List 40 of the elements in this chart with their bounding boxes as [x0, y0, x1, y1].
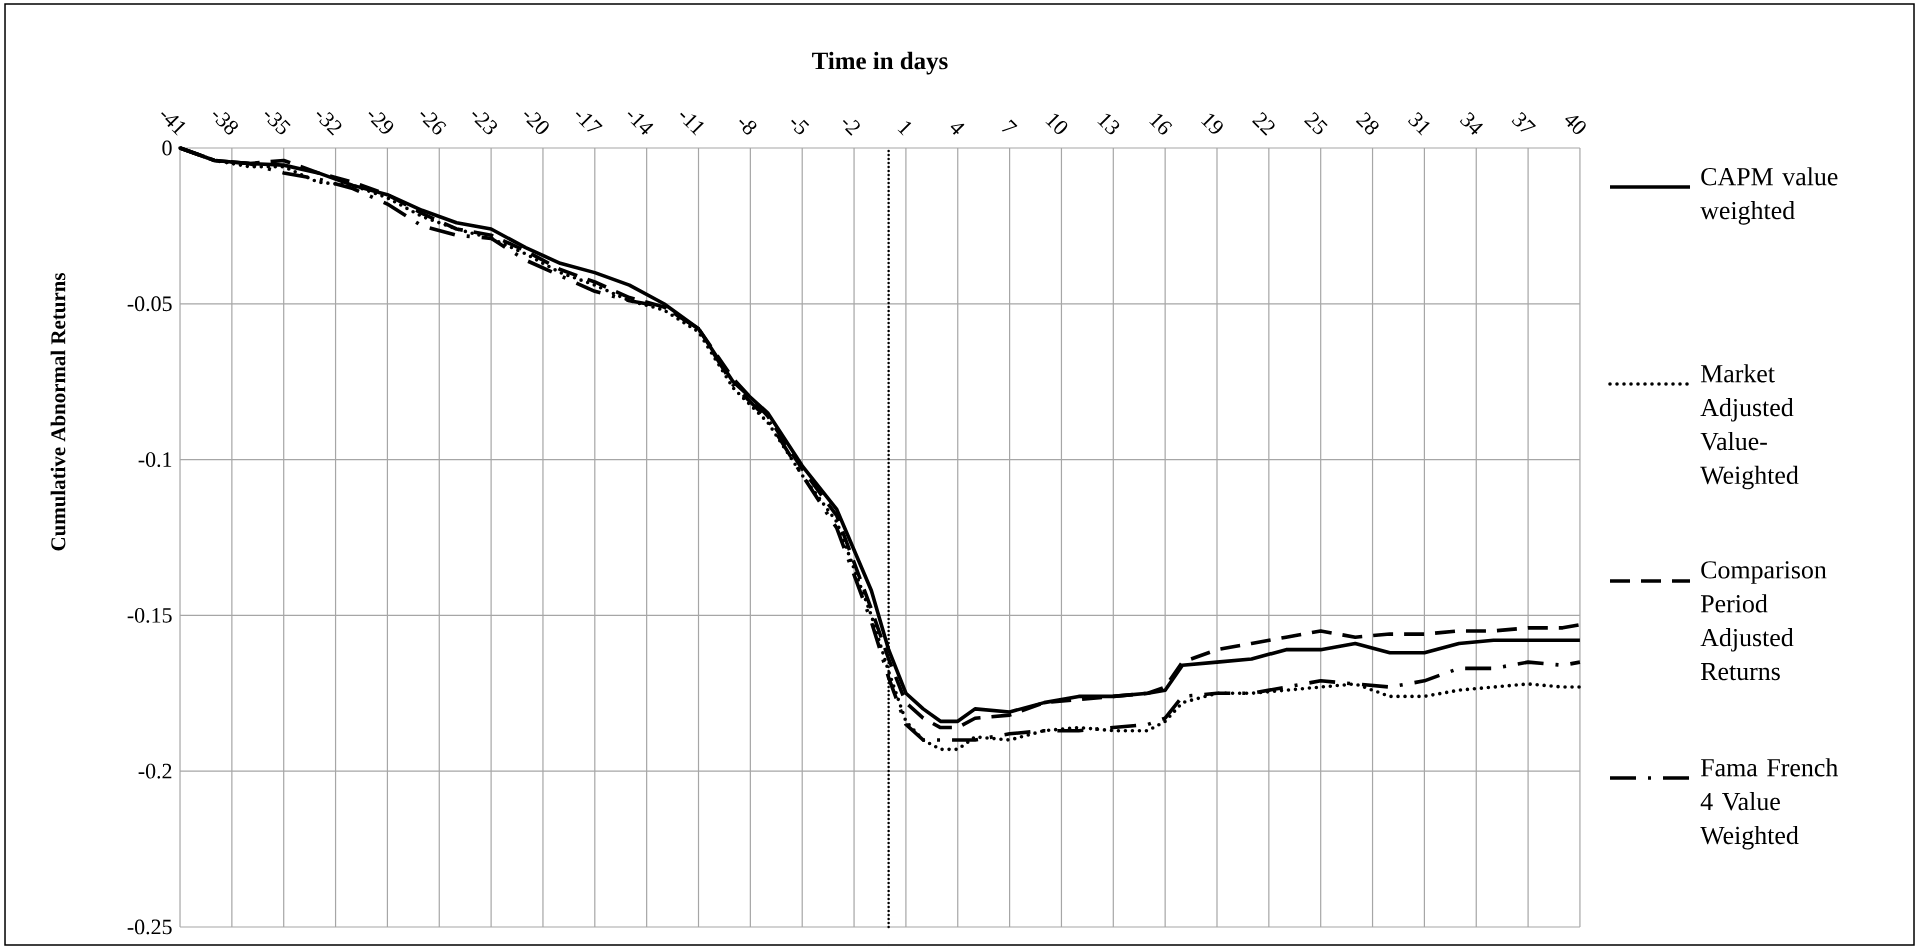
- x-tick-label: -29: [368, 112, 394, 134]
- x-tick-label: 22: [1252, 112, 1275, 136]
- x-tick-label: 31: [1408, 112, 1430, 136]
- x-tick-label: -8: [739, 119, 757, 135]
- y-tick-label: -0.1: [138, 452, 172, 468]
- x-tick-label: 1: [897, 121, 912, 136]
- y-tick-label: -0.15: [127, 607, 172, 623]
- x-tick-label: -38: [212, 112, 238, 135]
- x-tick-label: -41: [161, 112, 186, 136]
- legend-label: Comparison Period Adjusted Returns: [1700, 561, 1827, 681]
- x-tick-label: -17: [575, 112, 603, 132]
- x-tick-label: 40: [1565, 116, 1586, 134]
- x-tick-label: 28: [1355, 112, 1379, 135]
- legend-label: Fama French 4 Value Weighted: [1700, 758, 1838, 850]
- x-tick-label: -20: [524, 112, 549, 134]
- legend-label: CAPM value weighted: [1700, 167, 1838, 225]
- x-tick-label: 25: [1304, 112, 1328, 135]
- x-tick-label: 37: [1511, 112, 1536, 132]
- x-tick-label: -2: [842, 119, 860, 136]
- x-tick-label: 10: [1045, 113, 1068, 134]
- x-axis-title: Time in days: [812, 51, 948, 75]
- x-tick-label: -14: [627, 112, 654, 135]
- x-tick-label: 4: [950, 123, 965, 135]
- x-tick-label: 16: [1149, 113, 1173, 135]
- x-tick-label: 13: [1097, 113, 1120, 135]
- x-tick-label: -23: [472, 112, 498, 135]
- x-tick-label: 7: [1001, 119, 1018, 132]
- y-tick-label: -0.05: [127, 296, 172, 312]
- x-tick-label: -11: [680, 112, 704, 136]
- x-tick-label: -5: [791, 119, 810, 135]
- x-tick-label: -26: [420, 112, 447, 135]
- y-axis-title: Cumulative Abnormal Returns: [50, 273, 66, 551]
- y-tick-label: -0.25: [127, 919, 172, 935]
- x-tick-label: 34: [1459, 112, 1483, 135]
- legend-label: Market Adjusted Value-Weighted: [1700, 364, 1799, 490]
- x-tick-label: -35: [264, 112, 291, 135]
- x-tick-label: 19: [1200, 113, 1223, 134]
- y-tick-label: 0: [162, 140, 172, 156]
- y-tick-label: -0.2: [138, 763, 172, 779]
- x-tick-label: -32: [316, 112, 342, 136]
